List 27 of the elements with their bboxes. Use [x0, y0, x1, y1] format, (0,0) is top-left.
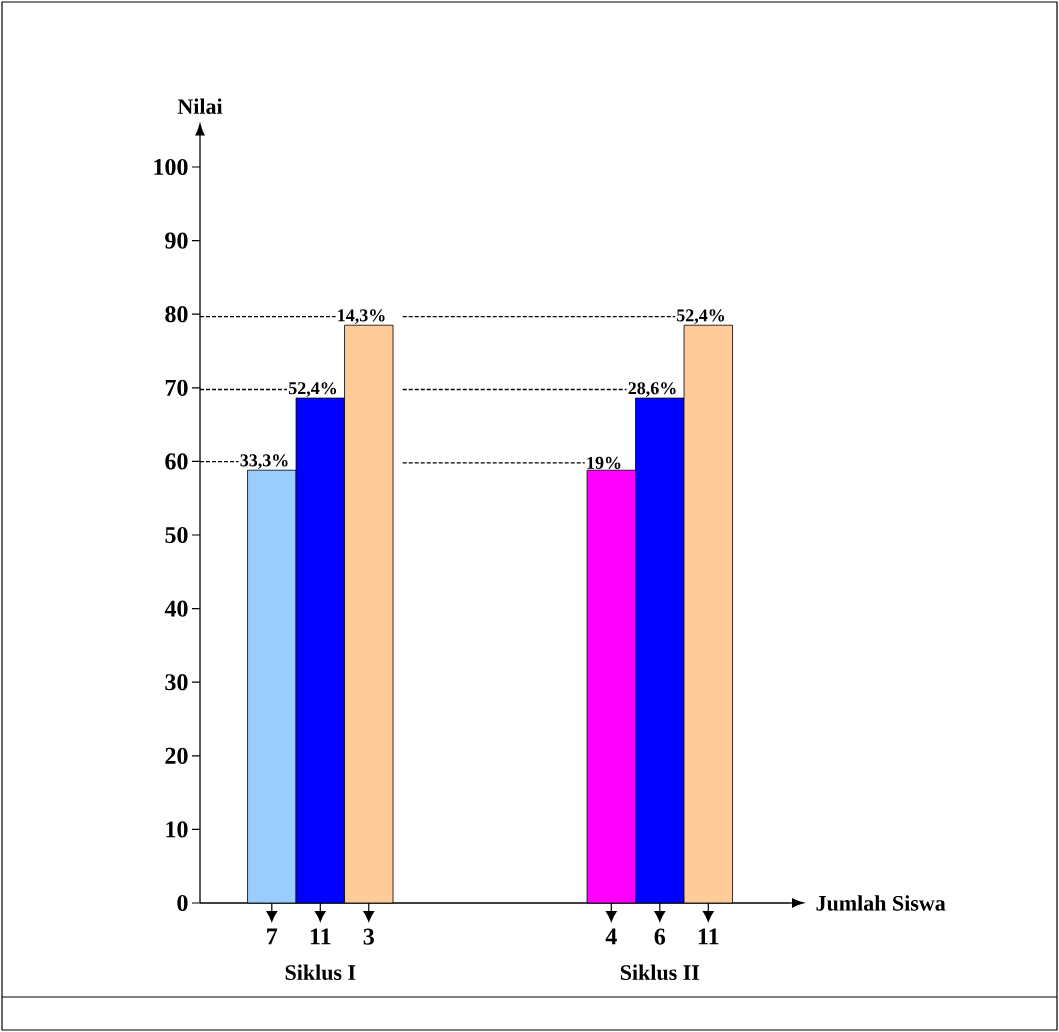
y-tick-label: 80: [165, 306, 188, 323]
y-tick-label: 50: [165, 526, 188, 544]
x-axis-title: Jumlah Siswa: [816, 895, 946, 911]
y-tick-label: 90: [165, 232, 188, 249]
text: Siklus II: [620, 964, 700, 981]
annotation: 14,3%: [338, 309, 385, 325]
x-tick-label: 7: [267, 928, 278, 945]
y-tick-label: 0: [177, 894, 188, 912]
y-tick-label: 70: [165, 379, 188, 396]
x-tick-label: 3: [363, 928, 374, 945]
x-tick-label: 11: [698, 928, 719, 945]
y-axis-title: Nilai: [177, 98, 223, 115]
x-tick-label: 4: [605, 928, 617, 945]
annotation: 52,4%: [288, 382, 337, 397]
y-tick-label: 40: [164, 600, 188, 617]
annotation: 19%: [587, 456, 621, 470]
y-tick-label: 10: [166, 821, 188, 838]
x-tick-label: 6: [654, 928, 666, 945]
x-tick-label: 11: [310, 928, 331, 945]
y-tick-label: 60: [165, 453, 188, 470]
text: Siklus I: [285, 964, 356, 981]
annotation: 33,3%: [240, 454, 288, 470]
annotation: 28,6%: [628, 382, 676, 397]
y-tick-label: 100: [154, 158, 188, 176]
annotation: 52,4%: [676, 309, 725, 325]
y-tick-label: 20: [165, 747, 188, 764]
y-tick-label: 30: [165, 674, 188, 691]
